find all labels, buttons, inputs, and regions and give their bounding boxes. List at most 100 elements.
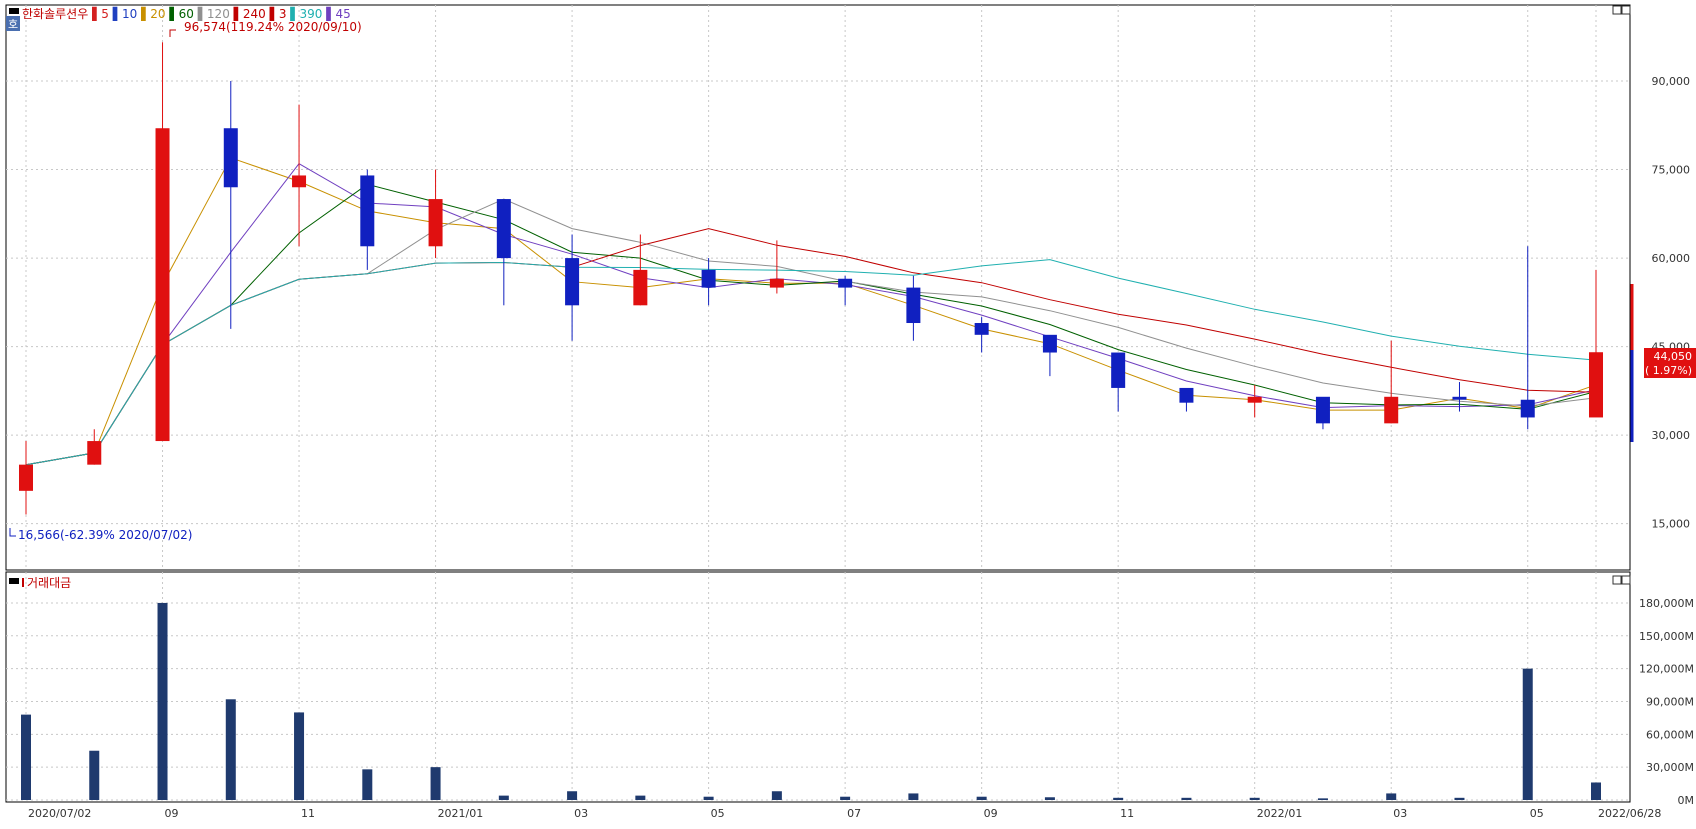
candle-body [974,323,989,335]
price-tick-label: 60,000 [1652,252,1691,265]
volume-panel-frame[interactable] [5,571,1631,803]
volume-panel-title: 거래대금 [27,576,71,590]
ma-legend: 한화솔루션우 ▌5 ▌10 ▌20 ▌60 ▌120 ▌240 ▌3 ▌390 … [22,6,351,21]
volume-bar [1591,782,1601,800]
candlesticks [19,42,1603,515]
volume-bar [498,795,509,800]
current-price: 44,050 [1654,350,1693,363]
low-annotation: 16,566(-62.39% 2020/07/02) [18,528,192,542]
volume-bar [567,791,578,800]
candle-body [565,258,580,306]
price-panel-buttons[interactable] [1612,5,1631,15]
x-tick-label: 03 [574,807,588,820]
volume-bar [21,714,31,800]
x-tick-label: 2022/06/28 [1598,807,1661,820]
moving-average-lines [25,157,1597,466]
stock-name: 한화솔루션우 [22,7,88,21]
volume-bar [1317,798,1328,800]
price-tick-label: 30,000 [1652,429,1691,442]
moving-average-line [25,183,1597,466]
volume-bar [89,750,100,800]
candle-body [155,128,170,442]
volume-bar [1113,797,1124,800]
candle-body [1520,399,1535,418]
candle-body [87,441,102,465]
volume-bar [840,796,851,800]
ma-legend-item: ▌240 [230,6,266,21]
volume-panel-buttons[interactable] [1612,575,1631,585]
high-annotation: 96,574(119.24% 2020/09/10) [184,20,362,34]
volume-tick-label: 60,000M [1646,728,1694,741]
maximize-icon[interactable] [1612,575,1622,585]
volume-bar [1386,793,1397,800]
x-tick-label: 2021/01 [438,807,484,820]
corner-badge: 호 [8,18,18,31]
x-tick-label: 11 [301,807,315,820]
x-tick-label: 07 [847,807,861,820]
candle-body [292,175,307,188]
candle-body [769,278,784,288]
x-tick-label: 09 [165,807,179,820]
volume-tick-label: 30,000M [1646,761,1694,774]
candle-body [1111,352,1126,388]
candle-body [1315,396,1330,424]
x-tick-label: 2022/01 [1257,807,1303,820]
close-icon[interactable] [1621,575,1631,585]
volume-bar [976,796,987,800]
ma-legend-item: ▌120 [194,6,230,21]
volume-tick-label: 0M [1678,794,1695,807]
candle-body [19,464,33,491]
axis-labels: 90,00075,00060,00045,00030,00015,000180,… [28,75,1694,820]
candle-body [223,128,238,188]
volume-bar [157,602,168,800]
x-tick-label: 11 [1120,807,1134,820]
x-tick-label: 09 [984,807,998,820]
panel-menu-icon[interactable] [9,8,19,14]
moving-average-line [25,163,1597,466]
volume-bar [362,769,373,800]
close-icon[interactable] [1621,5,1631,15]
volume-legend-swatch [22,578,24,587]
volume-bar [1522,668,1533,800]
volume-bar [294,712,305,800]
ma-legend-item: ▌5 [88,6,109,21]
volume-menu-icon[interactable] [9,578,19,584]
corner-badge-bg[interactable] [6,16,20,31]
volume-bar [908,793,919,800]
ma-legend-item: ▌3 [266,6,287,21]
volume-bar [635,795,646,800]
ma-legend-item: ▌45 [322,6,350,21]
x-tick-label: 05 [711,807,725,820]
volume-tick-label: 150,000M [1639,630,1694,643]
low-marker-icon [9,528,16,537]
ma-legend-item: ▌390 [286,6,322,21]
high-marker-icon [169,29,176,37]
current-price-tag [1644,348,1696,378]
volume-bar [1249,797,1260,800]
volume-bar [703,796,714,800]
price-tick-label: 75,000 [1652,164,1691,177]
volume-bar [771,791,782,800]
maximize-icon[interactable] [1612,5,1622,15]
volume-bar [1181,797,1192,800]
x-tick-label: 03 [1393,807,1407,820]
candle-body [906,287,921,324]
volume-tick-label: 180,000M [1639,597,1694,610]
candle-body [1452,396,1467,400]
ma-legend-item: ▌60 [166,6,194,21]
ma-legend-item: ▌10 [109,6,137,21]
volume-bar [1454,797,1465,800]
volume-bar [225,699,236,800]
current-change: ( 1.97%) [1645,364,1692,377]
candle-body [428,199,443,247]
x-tick-label: 2020/07/02 [28,807,91,820]
volume-bar [430,767,441,800]
candle-body [1384,396,1399,424]
candle-body [633,269,648,306]
volume-tick-label: 90,000M [1646,695,1694,708]
volume-bar [1044,797,1055,800]
candle-body [838,278,853,288]
price-tick-label: 90,000 [1652,75,1691,88]
price-panel-frame[interactable] [5,4,1631,571]
